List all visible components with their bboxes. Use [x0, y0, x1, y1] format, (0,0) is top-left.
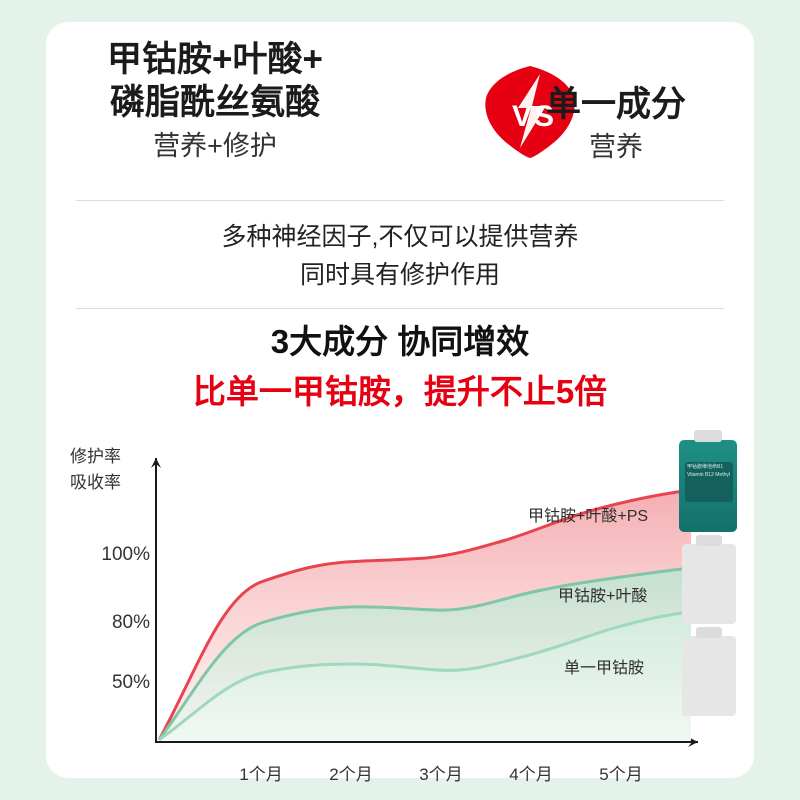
vs-badge-icon: V S [482, 64, 578, 160]
y-tick-80: 80% [111, 612, 150, 633]
series-line-green-light [158, 610, 692, 742]
svg-text:V: V [512, 100, 532, 133]
bottle-cap-grey-2 [696, 627, 722, 638]
bottle-cap-grey-1 [696, 535, 722, 546]
x-tick-5: 5个月 [599, 765, 643, 784]
vs-right-block: 单一成分 营养 [506, 82, 746, 166]
bottle-label-line3: Vitamin B12 Methyl [687, 472, 730, 478]
vs-left-line2: 磷脂酰丝氨酸 [109, 83, 320, 122]
y-axis-title: 修护率 吸收率 [70, 444, 160, 496]
x-tick-1: 1个月 [239, 765, 283, 784]
y-tick-100: 100% [101, 544, 150, 565]
series-line-red [157, 488, 692, 741]
x-tick-2: 2个月 [329, 765, 373, 784]
series-label-red: 甲钴胺+叶酸+PS [528, 508, 649, 525]
product-bottle-grey-1 [682, 544, 736, 624]
vs-left-block: 甲钴胺+叶酸+ 磷脂酰丝氨酸 营养+修护 [70, 38, 360, 166]
series-line-green [157, 566, 692, 741]
series-area-green-light [159, 612, 691, 740]
divider-top [76, 200, 724, 201]
x-tick-3: 3个月 [419, 765, 463, 784]
subtitle-line1: 多种神经因子,不仅可以提供营养 [221, 223, 579, 251]
subtitle-block: 多种神经因子,不仅可以提供营养 同时具有修护作用 [76, 218, 724, 294]
vs-right-line1: 单一成分 [545, 85, 686, 124]
vs-left-line1: 甲钴胺+叶酸+ [107, 40, 323, 79]
vs-header: 甲钴胺+叶酸+ 磷脂酰丝氨酸 营养+修护 V S 单一成分 营养 [46, 22, 754, 184]
chart-area: 修护率 吸收率 100% 80% 50% 1个月 2个月 3个月 4个月 5个月 [46, 422, 754, 784]
claim-headline: 3大成分 协同增效 [270, 323, 530, 360]
y-tick-50: 50% [111, 672, 150, 693]
vs-right-line2: 营养 [589, 132, 643, 162]
chart-svg [151, 458, 698, 747]
series-label-green-light: 单一甲钴胺 [564, 660, 645, 677]
y-axis-title-line1: 修护率 [70, 447, 121, 466]
svg-text:S: S [534, 100, 554, 133]
subtitle-line2: 同时具有修护作用 [299, 261, 500, 289]
bottle-cap-green [694, 430, 722, 442]
product-bottle-grey-2 [682, 636, 736, 716]
vs-left-line3: 营养+修护 [153, 131, 277, 161]
claim-subhead: 比单一甲钴胺，提升不止5倍 [192, 373, 608, 410]
content-card: 甲钴胺+叶酸+ 磷脂酰丝氨酸 营养+修护 V S 单一成分 营养 多种神经因子,… [46, 22, 754, 784]
bottle-label-panel [685, 462, 733, 502]
bottle-label-line1: 甲钴胺维他命B1 [687, 464, 724, 470]
series-label-green: 甲钴胺+叶酸 [558, 588, 648, 605]
product-bottle-green: 甲钴胺维他命B1 Vitamin B12 Methyl [679, 440, 737, 532]
x-tick-4: 4个月 [509, 765, 553, 784]
divider-bottom [76, 308, 724, 309]
y-axis-title-line2: 吸收率 [70, 473, 121, 492]
